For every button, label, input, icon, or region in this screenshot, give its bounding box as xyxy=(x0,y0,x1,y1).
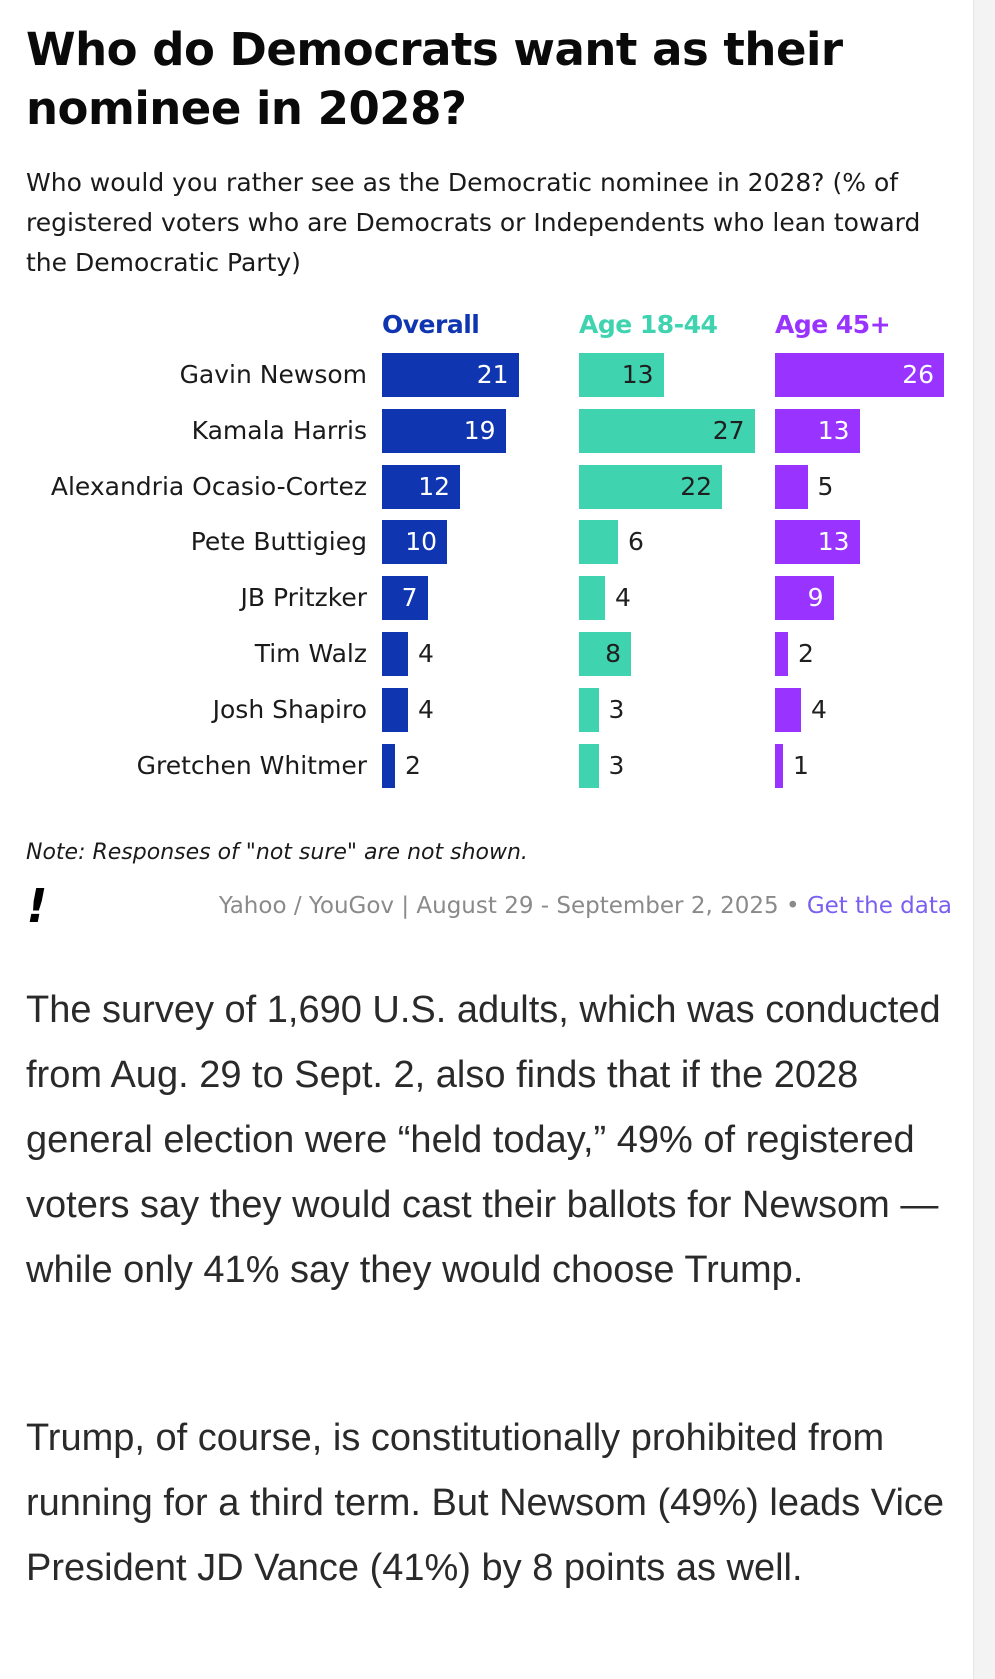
article-paragraph: Trump, of course, is constitutionally pr… xyxy=(26,1417,945,1589)
row-label: Josh Shapiro xyxy=(212,694,367,724)
yahoo-logo-icon: ! xyxy=(27,880,48,928)
value-label-age-45-plus: 26 xyxy=(902,360,934,389)
column-header-age-18-44: Age 18-44 xyxy=(579,310,718,339)
value-label-age-45-plus: 1 xyxy=(793,750,809,780)
grouped-bar-chart: Overall Age 18-44 Age 45+ Gavin Newsom 21 13 2… xyxy=(0,298,973,798)
article-paragraph: The survey of 1,690 U.S. adults, which w… xyxy=(26,989,941,1291)
bar-age-18-44 xyxy=(579,353,664,397)
value-label-overall: 12 xyxy=(418,471,450,501)
value-label-age-18-44: 27 xyxy=(712,415,745,445)
bar-age-45-plus xyxy=(775,743,783,788)
chart-title: Who do Democrats want as their nominee i… xyxy=(26,23,843,135)
row-label: Kamala Harris xyxy=(191,415,367,445)
row-label: Gretchen Whitmer xyxy=(136,750,367,780)
column-header-age-45-plus: Age 45+ xyxy=(775,310,891,339)
bar-age-18-44 xyxy=(579,408,755,453)
value-label-age-45-plus: 13 xyxy=(817,415,850,445)
value-label-age-18-44: 8 xyxy=(605,639,621,668)
source-separator: • xyxy=(785,893,800,919)
row-label: Pete Buttigieg xyxy=(190,527,367,557)
bar-age-45-plus xyxy=(775,576,834,621)
bar-age-45-plus xyxy=(775,353,944,397)
source-line: Yahoo / YouGov | August 29 - September 2… xyxy=(219,890,952,922)
source-text: Yahoo / YouGov | August 29 - September 2… xyxy=(218,893,779,919)
bar-age-45-plus xyxy=(775,687,801,732)
page-edge xyxy=(974,0,995,1679)
value-label-age-18-44: 3 xyxy=(608,750,625,780)
bar-overall xyxy=(382,743,395,788)
value-label-overall: 4 xyxy=(418,694,434,724)
value-label-age-45-plus: 4 xyxy=(811,694,827,724)
value-label-overall: 19 xyxy=(463,415,496,445)
bar-age-18-44 xyxy=(579,632,631,676)
value-label-age-18-44: 6 xyxy=(628,527,644,557)
value-label-overall: 10 xyxy=(405,527,437,557)
column-header-overall: Overall xyxy=(382,310,480,339)
bar-age-18-44 xyxy=(579,464,722,509)
chart-note: Note: Responses of "not sure" are not sh… xyxy=(26,840,528,865)
row-label: Tim Walz xyxy=(254,639,367,668)
bar-age-18-44 xyxy=(579,687,599,732)
bar-overall xyxy=(382,520,447,565)
value-label-overall: 21 xyxy=(476,360,509,389)
bar-overall xyxy=(382,353,519,397)
value-label-age-18-44: 3 xyxy=(608,694,625,724)
bar-overall xyxy=(382,464,460,509)
article-frame xyxy=(973,0,974,1679)
value-label-age-45-plus: 13 xyxy=(817,527,850,557)
value-label-overall: 7 xyxy=(401,583,418,613)
value-label-age-18-44: 4 xyxy=(615,583,631,613)
bar-age-18-44 xyxy=(579,520,618,565)
value-label-age-45-plus: 9 xyxy=(807,583,824,613)
get-the-data-link[interactable]: Get the data xyxy=(806,893,952,919)
chart-subtitle: Who would you rather see as the Democrat… xyxy=(26,168,921,277)
row-label: Gavin Newsom xyxy=(179,360,367,389)
yahoo-logo-glyph: ! xyxy=(27,880,48,928)
bar-overall xyxy=(382,687,408,732)
value-label-age-45-plus: 5 xyxy=(817,471,834,501)
row-label: Alexandria Ocasio-Cortez xyxy=(50,471,367,501)
bar-overall xyxy=(382,632,408,676)
bar-age-18-44 xyxy=(579,743,599,788)
bar-age-45-plus xyxy=(775,464,808,509)
bar-age-45-plus xyxy=(775,632,788,676)
value-label-overall: 4 xyxy=(418,639,434,668)
value-label-overall: 2 xyxy=(405,750,421,780)
bar-overall xyxy=(382,576,428,621)
value-label-age-18-44: 22 xyxy=(680,471,712,501)
bar-age-18-44 xyxy=(579,576,605,621)
value-label-age-45-plus: 2 xyxy=(798,639,814,668)
bar-age-45-plus xyxy=(775,520,860,565)
value-label-age-18-44: 13 xyxy=(621,360,654,389)
bar-overall xyxy=(382,408,506,453)
bar-age-45-plus xyxy=(775,408,860,453)
row-label: JB Pritzker xyxy=(240,583,367,613)
